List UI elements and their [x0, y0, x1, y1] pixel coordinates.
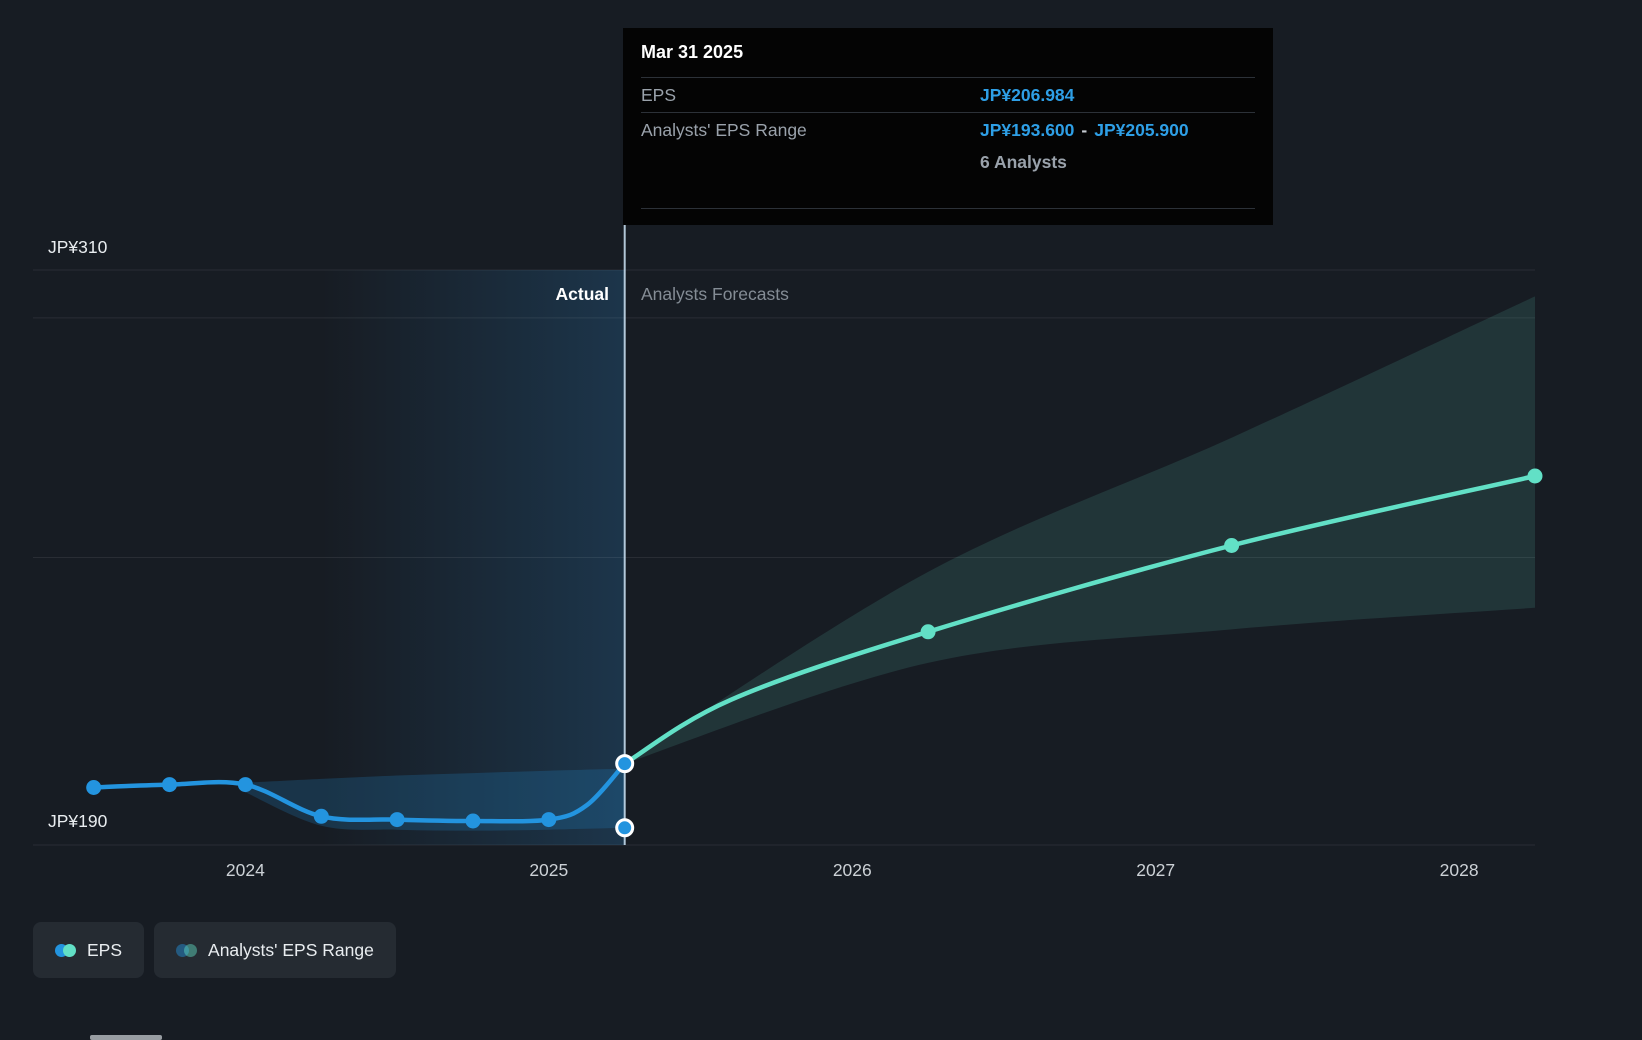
legend-eps-label: EPS — [87, 939, 123, 960]
x-axis-tick-label: 2028 — [1439, 860, 1479, 880]
data-point[interactable] — [920, 624, 936, 640]
analysts-eps-range-band — [624, 296, 1535, 764]
actual-phase-label: Actual — [555, 284, 609, 304]
tooltip-eps-label: EPS — [641, 84, 677, 105]
eps-teal-dot-icon — [63, 943, 76, 957]
eps-forecast-line — [622, 473, 1538, 766]
tooltip-range-low: JP¥193.600 — [980, 120, 1075, 140]
x-axis-tick-label: 2026 — [832, 860, 872, 880]
eps-legend-icon — [55, 943, 76, 957]
range-blue-dot-icon — [176, 943, 190, 957]
chart-legend: EPS Analysts' EPS Range — [33, 922, 396, 978]
range-teal-dot-icon — [184, 943, 198, 957]
highlighted-data-point[interactable] — [615, 818, 635, 838]
data-point[interactable] — [389, 812, 405, 828]
data-point[interactable] — [237, 777, 253, 793]
analysts-range-legend-icon — [176, 943, 198, 957]
legend-analysts-eps-range[interactable]: Analysts' EPS Range — [154, 922, 396, 978]
actual-period-highlight — [321, 270, 625, 845]
y-axis-label-top: JP¥310 — [48, 237, 108, 257]
tooltip-eps-value: JP¥206.984 — [980, 84, 1075, 105]
highlighted-data-point[interactable] — [615, 754, 635, 774]
data-point[interactable] — [162, 777, 177, 793]
x-axis-tick-label: 2027 — [1136, 860, 1176, 880]
x-axis-tick-label: 2025 — [529, 860, 569, 880]
data-point[interactable] — [541, 812, 557, 828]
data-point[interactable] — [465, 813, 481, 829]
data-point[interactable] — [313, 808, 329, 824]
tooltip-range-separator: - — [1081, 120, 1088, 140]
tooltip-date: Mar 31 2025 — [641, 28, 1255, 78]
forecast-phase-label: Analysts Forecasts — [641, 284, 789, 304]
data-point[interactable] — [1527, 468, 1543, 484]
data-point[interactable] — [86, 780, 102, 795]
tooltip-range-value: JP¥193.600- JP¥205.900 — [980, 120, 1189, 141]
tooltip-analysts-count: 6 Analysts — [980, 151, 1067, 172]
y-axis-label-bottom: JP¥190 — [48, 811, 108, 831]
tooltip-range-high: JP¥205.900 — [1094, 120, 1189, 140]
legend-eps[interactable]: EPS — [33, 922, 145, 978]
data-point[interactable] — [1224, 538, 1240, 553]
legend-analysts-range-label: Analysts' EPS Range — [208, 939, 374, 960]
analysts-eps-range-band — [245, 768, 625, 831]
tooltip-range-label: Analysts' EPS Range — [641, 120, 807, 140]
chart-tooltip: Mar 31 2025 EPS JP¥206.984 Analysts' EPS… — [623, 28, 1273, 225]
x-axis-tick-label: 2024 — [225, 860, 265, 880]
clipped-ui-element — [90, 1035, 162, 1040]
